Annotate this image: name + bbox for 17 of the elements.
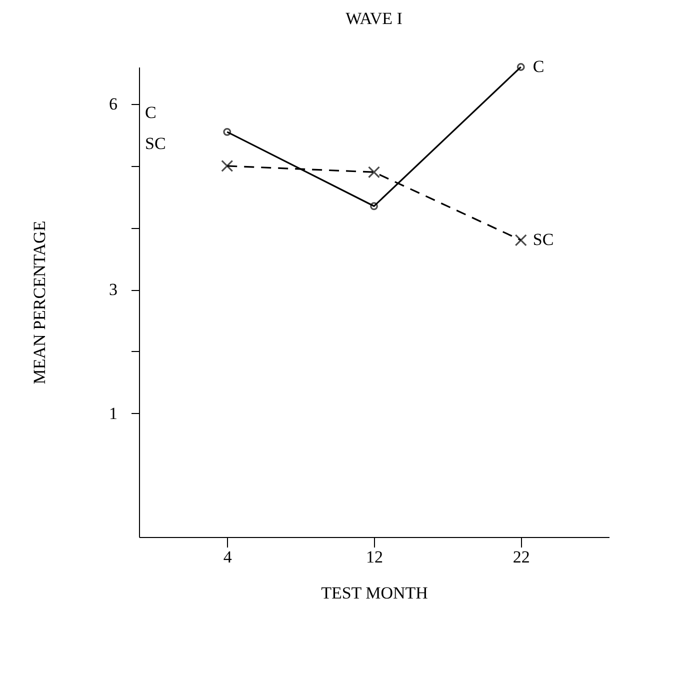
y-tick-label: 1 [109,404,118,423]
series-label: SC [532,230,554,250]
point [221,160,234,172]
point [368,166,380,178]
y-tick-label: 3 [109,280,118,300]
point [514,234,527,246]
annotation: C [145,103,156,122]
annotation: SC [145,134,166,153]
y-tick-label: 6 [109,94,118,114]
point [370,202,378,210]
x-tick-label: 22 [512,548,530,566]
series-label: C [532,57,544,76]
chart-title: WAVE I [346,9,403,28]
x-axis-title: TEST MONTH [321,584,428,602]
y-axis-title: MEAN PERCENTAGE [30,220,49,384]
x-tick-label: 12 [366,548,383,566]
x-tick-label: 4 [223,548,232,566]
